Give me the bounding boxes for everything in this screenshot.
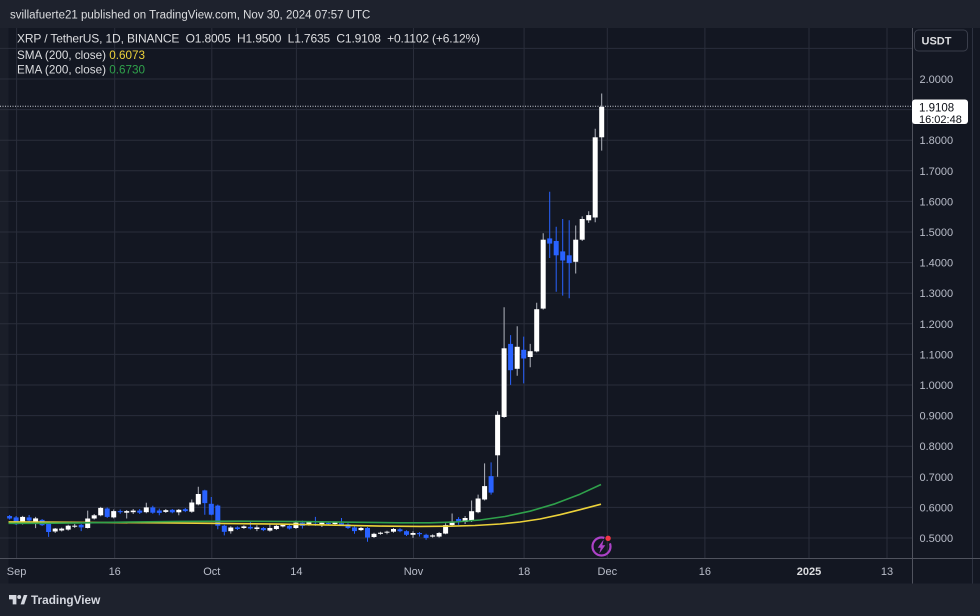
svg-text:1.9108: 1.9108: [919, 103, 954, 115]
svg-text:XRP / TetherUS, 1D, BINANCE O: XRP / TetherUS, 1D, BINANCE O1.8005 H1.9…: [17, 32, 480, 46]
svg-text:SMA (200, close) 0.6073: SMA (200, close) 0.6073: [17, 49, 145, 62]
svg-text:1.4000: 1.4000: [920, 258, 954, 270]
svg-text:Oct: Oct: [203, 566, 220, 578]
svg-text:1.7000: 1.7000: [920, 166, 954, 178]
svg-text:1.2000: 1.2000: [920, 319, 954, 331]
svg-text:1.5000: 1.5000: [920, 227, 954, 239]
svg-text:1.0000: 1.0000: [920, 380, 954, 392]
svg-text:16: 16: [699, 566, 711, 578]
svg-text:svillafuerte21 published on Tr: svillafuerte21 published on TradingView.…: [10, 10, 370, 22]
svg-text:Sep: Sep: [7, 566, 27, 578]
svg-text:2025: 2025: [797, 566, 821, 578]
svg-text:1.8000: 1.8000: [920, 135, 954, 147]
svg-text:2.0000: 2.0000: [920, 74, 954, 86]
svg-text:16:02:48: 16:02:48: [919, 114, 962, 126]
svg-text:TradingView: TradingView: [31, 593, 101, 607]
svg-text:1.6000: 1.6000: [920, 196, 954, 208]
svg-text:13: 13: [881, 566, 893, 578]
svg-text:0.7000: 0.7000: [920, 472, 954, 484]
svg-text:USDT: USDT: [922, 36, 952, 48]
svg-text:EMA (200, close) 0.6730: EMA (200, close) 0.6730: [17, 64, 145, 77]
svg-text:Dec: Dec: [598, 566, 618, 578]
svg-text:18: 18: [518, 566, 530, 578]
svg-text:Nov: Nov: [404, 566, 424, 578]
svg-text:0.5000: 0.5000: [920, 533, 954, 545]
svg-text:0.9000: 0.9000: [920, 411, 954, 423]
svg-text:1.1000: 1.1000: [920, 349, 954, 361]
svg-text:14: 14: [290, 566, 302, 578]
svg-text:16: 16: [109, 566, 121, 578]
svg-text:1.3000: 1.3000: [920, 288, 954, 300]
svg-text:0.6000: 0.6000: [920, 502, 954, 514]
svg-text:0.8000: 0.8000: [920, 441, 954, 453]
